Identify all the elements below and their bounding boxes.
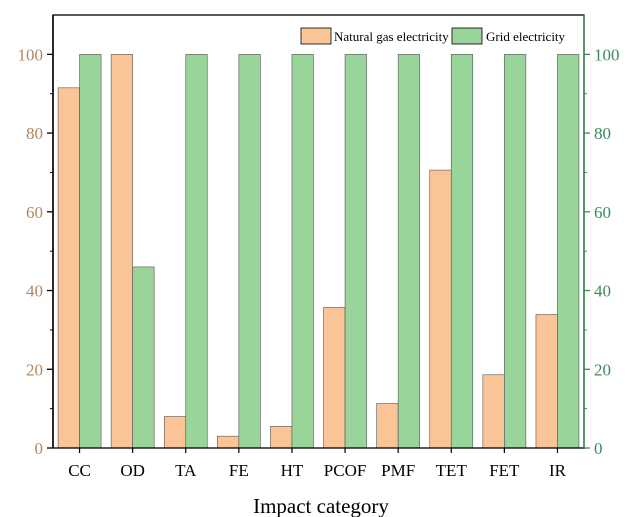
right-tick-label: 80: [594, 124, 611, 143]
grid-bar-od: [132, 266, 155, 449]
grid-bar-ta: [185, 54, 208, 449]
natural-gas-bar-fe: [217, 435, 240, 449]
right-tick-label: 0: [594, 439, 603, 458]
x-tick-label: FET: [489, 461, 520, 480]
natural-gas-bar-ta: [163, 416, 187, 449]
legend-label-grid: Grid electricity: [486, 29, 566, 44]
legend-swatch-natural-gas: [300, 27, 332, 45]
legend: Natural gas electricity Grid electricity: [300, 27, 566, 45]
natural-gas-bar-od: [110, 54, 133, 449]
left-tick-label: 20: [26, 360, 43, 379]
grid-bar-pmf: [397, 54, 420, 449]
natural-gas-bar-pcof: [323, 307, 346, 449]
natural-gas-bar-pmf: [376, 403, 399, 449]
right-tick-label: 60: [594, 203, 611, 222]
grid-bar-fe: [238, 54, 261, 449]
x-tick-label: PMF: [381, 461, 415, 480]
legend-label-natural-gas: Natural gas electricity: [334, 29, 449, 44]
x-tick-label: TA: [175, 461, 197, 480]
left-tick-label: 80: [26, 124, 43, 143]
x-tick-label: HT: [281, 461, 304, 480]
grid-bar-ht: [291, 54, 314, 449]
right-y-axis: 0 20 40 60 80 100: [584, 45, 620, 458]
legend-swatch-grid: [451, 27, 483, 45]
grid-bar-cc: [79, 54, 102, 449]
x-tick-label: CC: [68, 461, 91, 480]
x-tick-label: OD: [120, 461, 145, 480]
grid-bar-pcof: [344, 54, 367, 449]
x-tick-label: PCOF: [324, 461, 367, 480]
grid-bar-ir: [557, 54, 580, 449]
bar-series: [57, 54, 580, 449]
x-tick-label: IR: [549, 461, 567, 480]
x-axis-title: Impact category: [253, 494, 389, 517]
left-tick-label: 60: [26, 203, 43, 222]
natural-gas-bar-cc: [57, 87, 80, 449]
right-tick-label: 40: [594, 282, 611, 301]
left-tick-label: 100: [18, 45, 44, 64]
x-tick-label: TET: [436, 461, 468, 480]
grid-bar-fet: [504, 54, 527, 449]
right-tick-label: 100: [594, 45, 620, 64]
x-tick-label: FE: [229, 461, 249, 480]
left-tick-label: 40: [26, 282, 43, 301]
natural-gas-bar-tet: [429, 169, 452, 449]
left-tick-label: 0: [35, 439, 44, 458]
natural-gas-bar-ht: [270, 426, 293, 449]
left-y-axis: 0 20 40 60 80 100: [18, 45, 53, 458]
x-axis-tick-labels: CC OD TA FE HT PCOF PMF TET FET IR: [68, 448, 567, 480]
right-tick-label: 20: [594, 360, 611, 379]
grid-bar-tet: [450, 54, 474, 449]
natural-gas-bar-ir: [535, 314, 558, 449]
natural-gas-bar-fet: [482, 374, 505, 449]
